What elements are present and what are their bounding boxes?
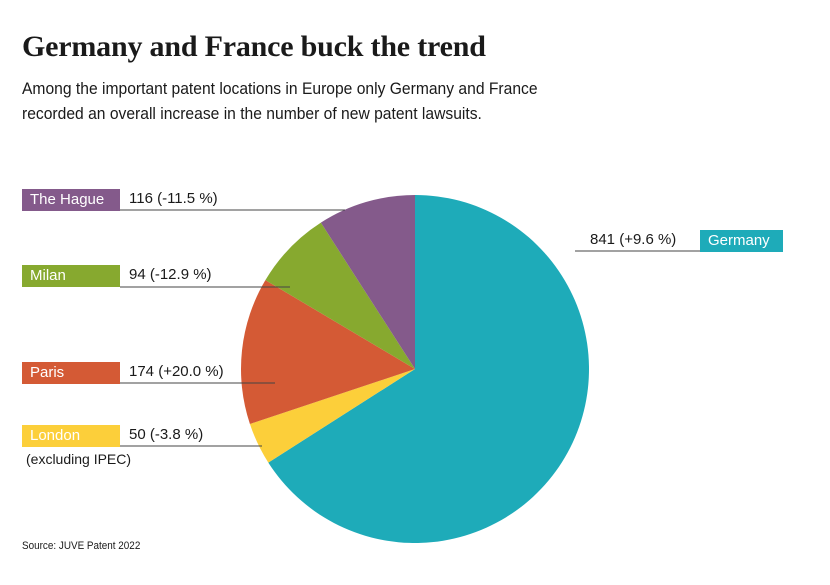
london-note: (excluding IPEC): [26, 450, 131, 468]
paris-value-label: 174 (+20.0 %): [129, 362, 224, 382]
milan-legend-tag: Milan: [22, 265, 120, 287]
the-hague-value-label: 116 (-11.5 %): [129, 189, 218, 209]
source-note: Source: JUVE Patent 2022: [22, 540, 140, 552]
london-value-label: 50 (-3.8 %): [129, 425, 203, 445]
germany-value-label: 841 (+9.6 %): [590, 230, 676, 250]
pie-chart: [0, 0, 830, 585]
milan-value-label: 94 (-12.9 %): [129, 265, 212, 285]
london-legend-tag: London: [22, 425, 120, 447]
germany-legend-tag: Germany: [700, 230, 783, 252]
paris-legend-tag: Paris: [22, 362, 120, 384]
the-hague-legend-tag: The Hague: [22, 189, 120, 211]
